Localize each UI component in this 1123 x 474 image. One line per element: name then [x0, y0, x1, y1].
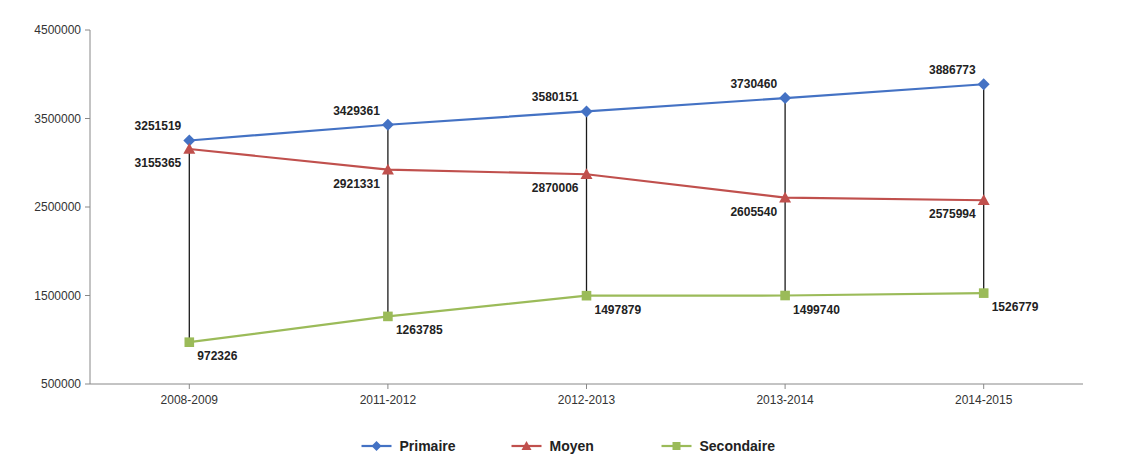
legend-item: Primaire: [362, 438, 456, 454]
legend: Primaire Moyen Secondaire: [362, 438, 776, 454]
y-tick: [85, 384, 90, 385]
y-tick-label: 1500000: [34, 289, 81, 303]
range-line: [586, 111, 587, 295]
data-label: 3886773: [929, 63, 976, 77]
x-tick-label: 2011-2012: [360, 393, 417, 407]
series-marker: [978, 194, 990, 205]
data-label: 2575994: [929, 207, 976, 221]
legend-label: Secondaire: [700, 438, 776, 454]
chart: 500000 1500000 2500000 3500000 4500000 2008-2…: [0, 0, 1123, 474]
legend-marker: [522, 441, 532, 450]
series-marker: [779, 92, 791, 104]
data-label: 3580151: [532, 90, 579, 104]
data-label: 2870006: [532, 181, 579, 195]
series-marker: [582, 291, 592, 301]
series-marker: [382, 119, 394, 131]
series-line: [189, 149, 983, 200]
data-label: 1497879: [595, 303, 642, 317]
legend-marker: [673, 442, 681, 450]
y-tick: [85, 118, 90, 119]
range-line: [983, 84, 984, 293]
data-label: 3251519: [135, 119, 182, 133]
y-tick: [85, 295, 90, 296]
legend-label: Primaire: [400, 438, 456, 454]
x-tick: [189, 384, 190, 389]
y-tick-label: 4500000: [34, 23, 81, 37]
series-line: [189, 293, 983, 342]
y-tick: [85, 30, 90, 31]
x-tick: [785, 384, 786, 389]
x-tick: [387, 384, 388, 389]
series-marker: [581, 168, 593, 179]
x-tick: [586, 384, 587, 389]
series-marker: [780, 291, 790, 301]
range-line: [387, 125, 388, 317]
legend-item: Secondaire: [662, 438, 776, 454]
y-tick-label: 3500000: [34, 112, 81, 126]
series-marker: [979, 288, 989, 298]
data-label: 972326: [197, 349, 237, 363]
data-label: 3155365: [135, 156, 182, 170]
x-tick-label: 2012-2013: [558, 393, 616, 407]
y-tick: [85, 207, 90, 208]
chart-container: 500000 1500000 2500000 3500000 4500000 2008-2…: [0, 0, 1123, 474]
legend-item: Moyen: [512, 438, 594, 454]
legend-label: Moyen: [550, 438, 594, 454]
x-tick: [983, 384, 984, 389]
x-tick-label: 2008-2009: [161, 393, 219, 407]
range-line: [189, 140, 190, 342]
plot-area: [183, 78, 989, 347]
data-label: 3730460: [730, 77, 777, 91]
data-label: 1499740: [793, 303, 840, 317]
legend-marker: [372, 441, 382, 451]
y-tick-label: 2500000: [34, 200, 81, 214]
series-line: [189, 84, 983, 140]
series-marker: [383, 312, 393, 322]
series-marker: [581, 105, 593, 117]
series-marker: [382, 164, 394, 175]
x-tick-label: 2014-2015: [955, 393, 1013, 407]
series-marker: [185, 337, 195, 347]
data-label: 2605540: [730, 205, 777, 219]
data-label: 1526779: [992, 300, 1039, 314]
data-label: 1263785: [396, 323, 443, 337]
series-marker: [978, 78, 990, 90]
series-marker: [779, 192, 791, 203]
data-label: 3429361: [333, 104, 380, 118]
series-marker: [183, 143, 195, 154]
y-tick-label: 500000: [41, 377, 81, 391]
data-label: 2921331: [333, 177, 380, 191]
x-tick-label: 2013-2014: [756, 393, 814, 407]
